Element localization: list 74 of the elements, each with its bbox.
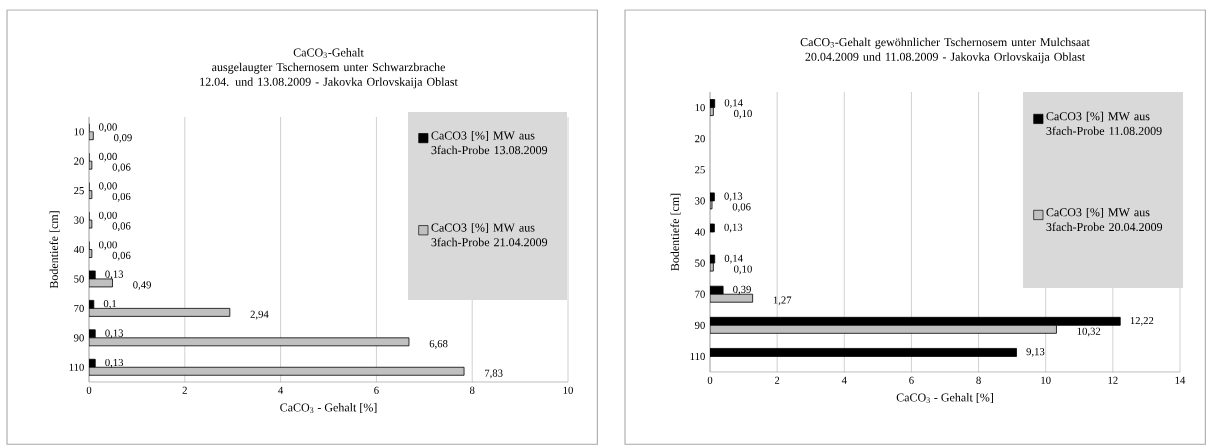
data-label: 0,14 (724, 254, 743, 264)
chart-subtitle: 20.04.2009 und 11.08.2009 - Jakovka Orlovskaija Oblast (805, 52, 1086, 64)
x-tick-label: 6 (909, 376, 914, 384)
data-label: 0,13 (105, 270, 124, 280)
x-tick-label: 0 (707, 376, 713, 384)
y-tick-label: 10 (74, 128, 84, 136)
y-tick-label: 70 (74, 304, 84, 312)
data-label: 0,06 (112, 192, 131, 202)
chart-title: CaCO$_{3}$-Gehalt gewöhnlicher Tschernosem unter Mulchsaat (800, 37, 1090, 49)
data-label: 0,06 (112, 163, 131, 173)
y-tick-label: 30 (74, 216, 84, 224)
y-tick-label: 40 (694, 228, 705, 236)
data-label: 0,00 (99, 241, 117, 250)
y-axis-title: Bodentiefe [cm] (49, 211, 60, 289)
data-label: 0,13 (724, 223, 743, 233)
y-tick-label: 40 (73, 245, 84, 254)
x-axis-title: CaCO$_{3}$ - Gehalt [%] (280, 403, 377, 413)
legend-label: CaCO3 [%] MW aus 3fach-Probe 11.08.2009 (1046, 111, 1162, 136)
y-tick-label: 50 (74, 275, 84, 283)
data-label: 0,00 (99, 123, 117, 133)
x-tick-label: 10 (1041, 376, 1051, 384)
legend-label: CaCO3 [%] MW aus 3fach-Probe 21.04.2009 (431, 223, 548, 247)
data-label: 0,13 (105, 329, 124, 339)
chart-title: CaCO$_{3}$-Gehalt (293, 48, 364, 58)
data-label: 0,10 (734, 109, 752, 119)
x-tick-label: 0 (86, 386, 92, 394)
data-label: 0,10 (734, 265, 752, 275)
data-label: 2,94 (250, 310, 269, 320)
y-tick-label: 110 (690, 352, 705, 361)
y-tick-label: 110 (69, 363, 84, 371)
y-axis-title: Bodentiefe [cm] (670, 193, 681, 271)
legend-label: CaCO3 [%] MW aus 3fach-Probe 13.08.2009 (431, 131, 548, 155)
x-tick-label: 4 (841, 376, 847, 384)
x-tick-label: 14 (1175, 376, 1186, 384)
data-label: 0,06 (112, 222, 131, 232)
x-tick-label: 8 (976, 376, 981, 384)
data-label: 0,13 (724, 192, 743, 202)
legend-label: CaCO3 [%] MW aus 3fach-Probe 20.04.2009 (1046, 207, 1163, 232)
data-label: 0,09 (113, 134, 132, 143)
x-tick-label: 12 (1108, 376, 1118, 384)
x-tick-label: 4 (278, 386, 284, 394)
data-label: 0,00 (99, 211, 117, 221)
y-tick-label: 90 (694, 321, 705, 329)
y-tick-label: 20 (695, 135, 705, 143)
y-tick-label: 10 (695, 103, 705, 112)
x-tick-label: 6 (374, 386, 379, 394)
y-tick-label: 50 (695, 259, 705, 267)
x-tick-label: 10 (563, 386, 573, 394)
chart-subtitle: ausgelaugter Tschernosem unter Schwarzbrache 12.04. und 13.08.2009 - Jakovka Orlovskaija Oblast (200, 62, 458, 89)
data-label: 0,49 (133, 281, 151, 290)
data-label: 0,00 (99, 152, 117, 162)
data-label: 12,22 (1130, 316, 1154, 326)
data-label: 6,68 (429, 340, 448, 349)
y-tick-label: 70 (695, 290, 705, 298)
y-tick-label: 30 (695, 197, 705, 205)
x-tick-label: 8 (469, 386, 475, 394)
x-axis-title: CaCO$_{3}$ - Gehalt [%] (896, 393, 993, 403)
data-label: 9,13 (1026, 348, 1045, 357)
y-tick-label: 20 (74, 157, 84, 165)
data-label: 7,83 (485, 369, 503, 379)
data-label: 0,06 (112, 251, 131, 261)
data-label: 0,00 (99, 182, 117, 191)
x-tick-label: 2 (182, 386, 187, 394)
data-label: 10,32 (1077, 327, 1101, 337)
y-tick-label: 25 (74, 187, 84, 195)
data-label: 1,27 (773, 296, 792, 306)
data-label: 0,06 (732, 203, 751, 212)
y-tick-label: 25 (695, 166, 705, 174)
data-label: 0,39 (733, 285, 751, 295)
x-tick-label: 2 (774, 376, 780, 384)
data-label: 0,1 (103, 300, 117, 309)
data-label: 0,14 (724, 99, 743, 108)
y-tick-label: 90 (73, 334, 84, 342)
data-label: 0,13 (105, 358, 124, 368)
